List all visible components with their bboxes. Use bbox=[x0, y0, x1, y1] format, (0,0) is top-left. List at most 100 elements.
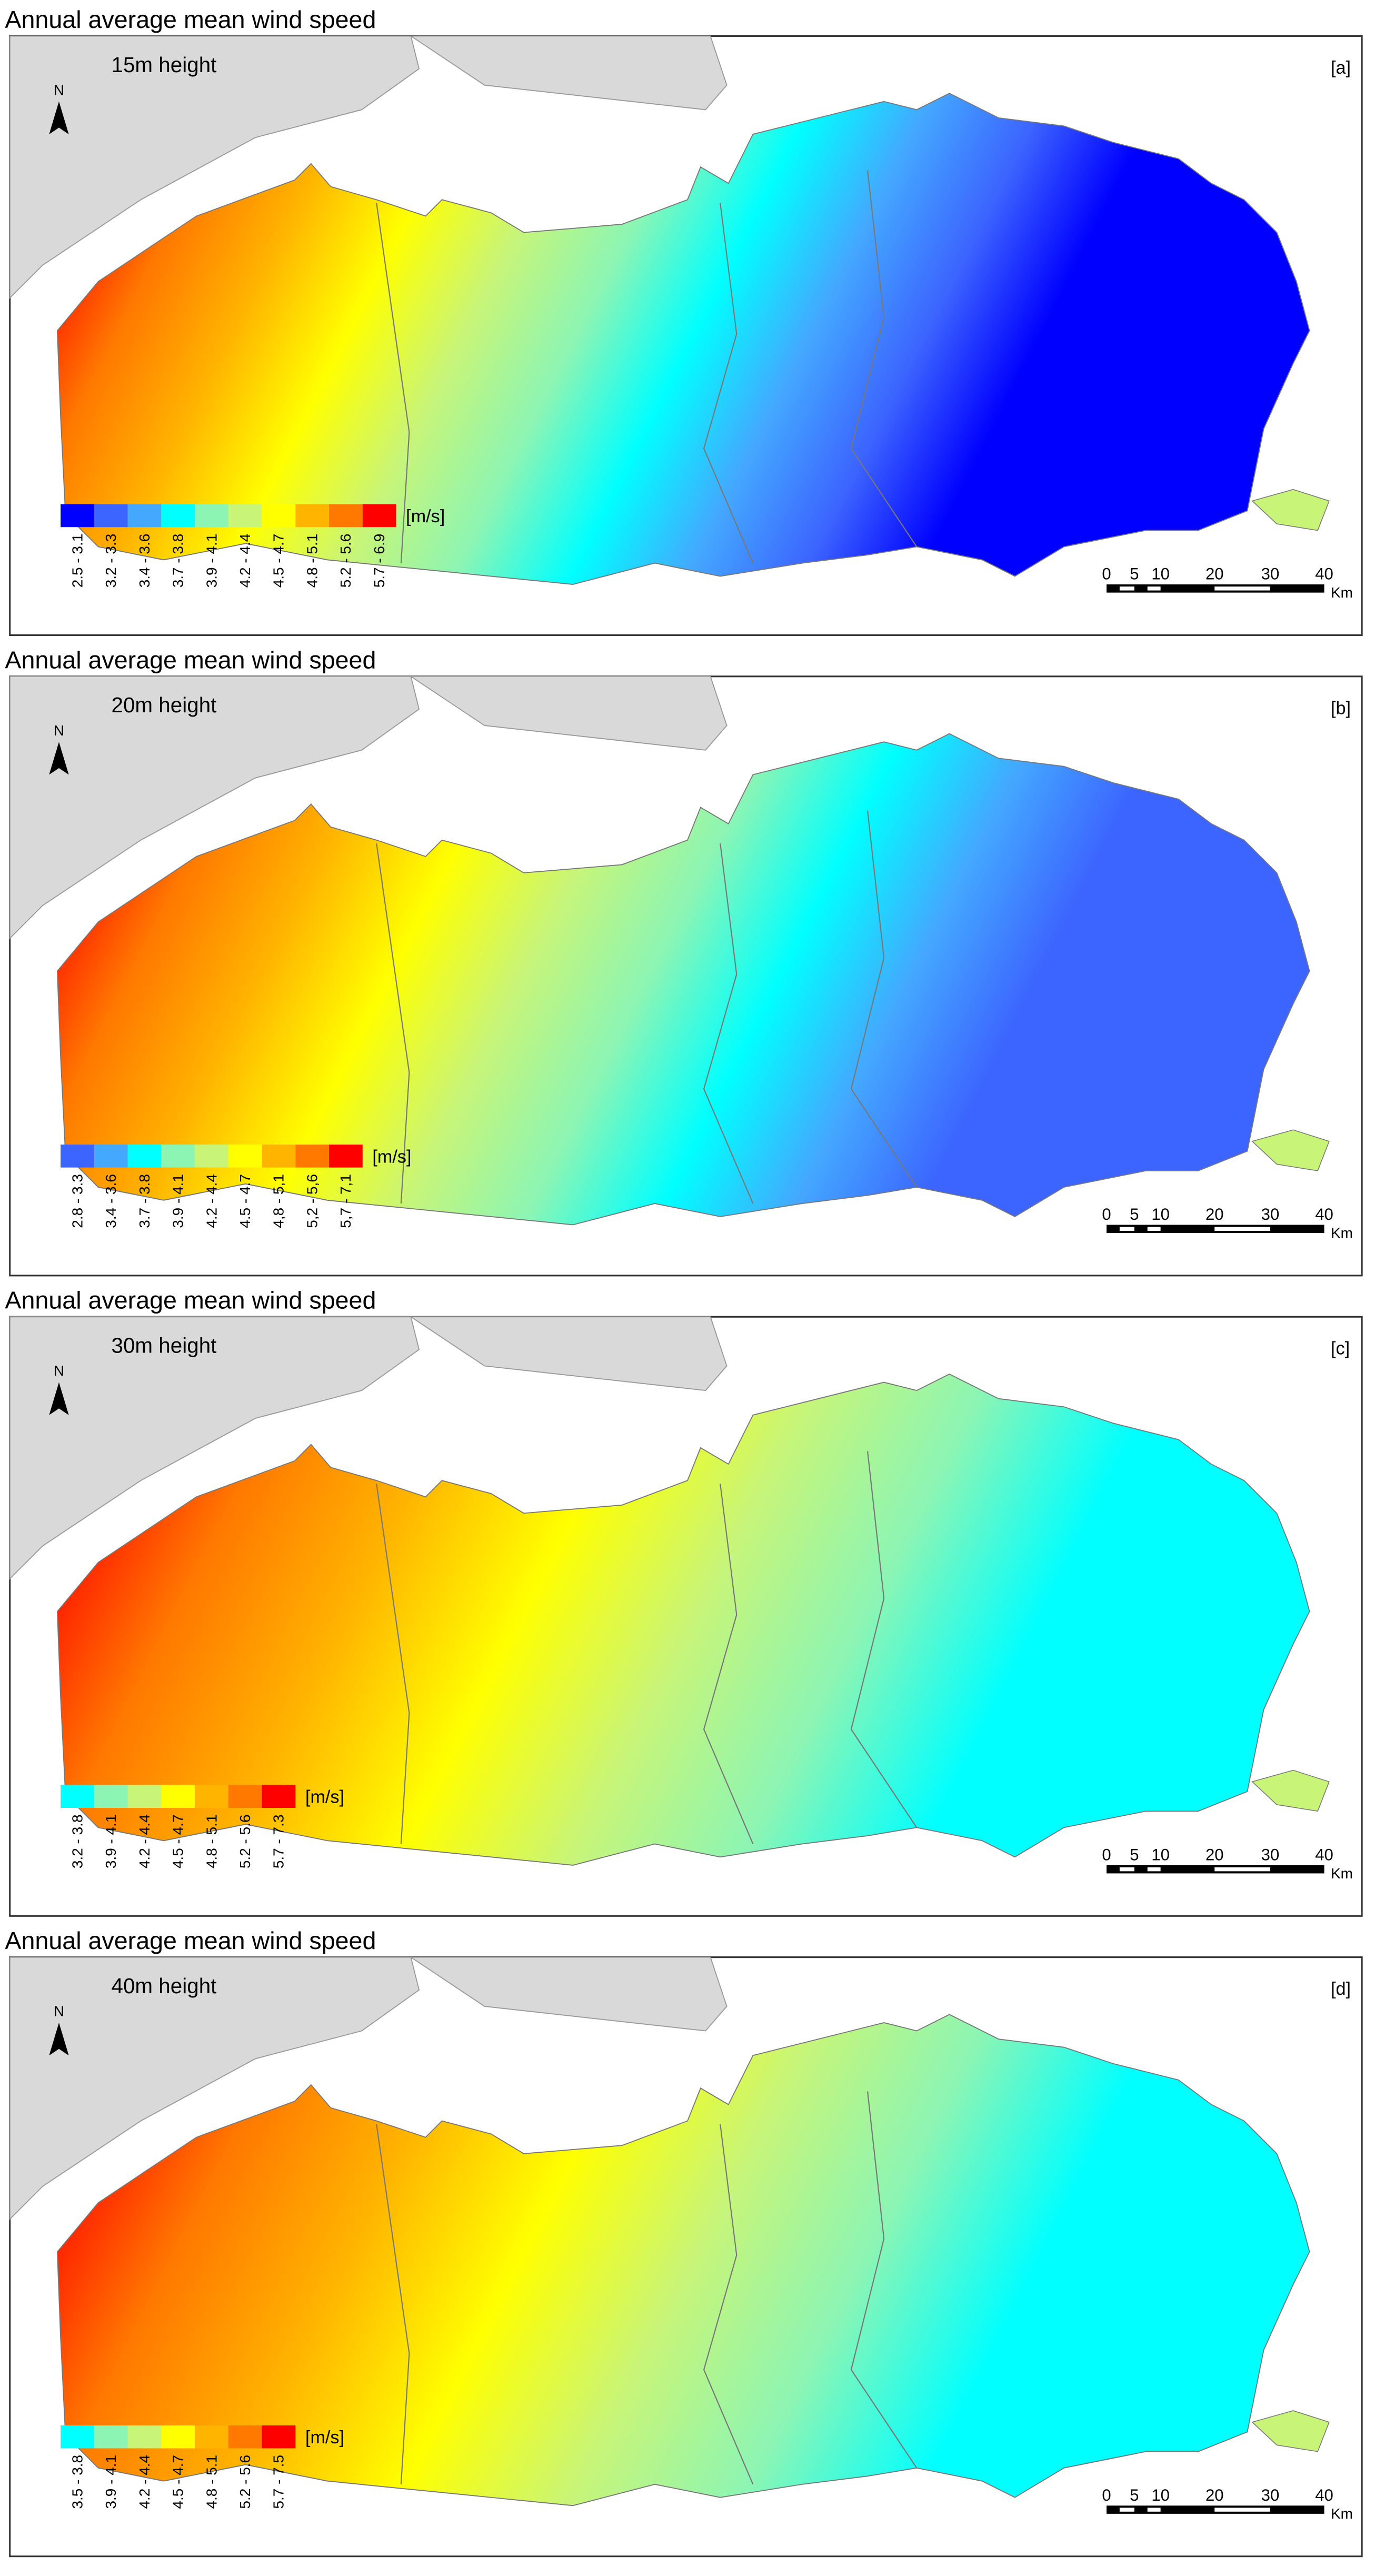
legend-class-label: 4.5 - 4.7 bbox=[237, 1174, 253, 1228]
legend-class-label: 2.5 - 3.1 bbox=[69, 534, 85, 588]
legend-class-label: 5.7 - 7.3 bbox=[271, 1814, 287, 1868]
scale-bar-unit: Km bbox=[1331, 1225, 1353, 1241]
scale-bar-unit: Km bbox=[1331, 1865, 1353, 1882]
flanders-region bbox=[56, 93, 1310, 585]
height-label: 15m height bbox=[111, 53, 216, 77]
panel-title: Annual average mean wind speed bbox=[5, 1287, 376, 1314]
scale-bar-segment bbox=[1119, 586, 1134, 591]
islet bbox=[1251, 1129, 1330, 1171]
panel-tag: [b] bbox=[1331, 698, 1351, 718]
legend-swatch bbox=[195, 1785, 228, 1808]
scale-bar-label: 0 bbox=[1102, 1846, 1111, 1864]
scale-bar-segment bbox=[1147, 2508, 1161, 2512]
scale-bar-unit: Km bbox=[1331, 584, 1353, 601]
scale-bar-label: 0 bbox=[1102, 565, 1111, 583]
legend-class-label: 4.5 - 4.7 bbox=[170, 2455, 186, 2509]
province-border bbox=[850, 1451, 918, 1828]
legend-class-label: 5,2 - 5,6 bbox=[304, 1174, 320, 1228]
province-border bbox=[376, 1484, 410, 1844]
legend-class-label: 5.2 - 5.6 bbox=[237, 1814, 253, 1868]
panel-tag: [a] bbox=[1331, 58, 1351, 78]
scale-bar-segment bbox=[1147, 1867, 1161, 1872]
north-arrow bbox=[49, 1382, 69, 1415]
legend-swatch bbox=[195, 2425, 228, 2449]
province-border bbox=[850, 170, 918, 548]
map-panel: Annual average mean wind speed 30m height… bbox=[5, 1287, 1363, 1917]
scale-bar-segment bbox=[1147, 1227, 1161, 1231]
scale-bar-label: 5 bbox=[1130, 1205, 1139, 1224]
legend-class-label: 5.7 - 7.5 bbox=[271, 2455, 287, 2509]
map-panel: Annual average mean wind speed 15m height… bbox=[5, 6, 1363, 636]
scale-bar-unit: Km bbox=[1331, 2505, 1353, 2522]
scale-bar-label: 40 bbox=[1315, 1205, 1333, 1224]
province-border bbox=[703, 203, 754, 564]
legend-class-label: 4.5 - 4.7 bbox=[170, 1814, 186, 1868]
legend-class-label: 4,8 - 5,1 bbox=[271, 1174, 287, 1228]
province-border bbox=[703, 1484, 754, 1844]
map-panel: Annual average mean wind speed 40m height… bbox=[5, 1927, 1363, 2558]
panel-tag: [c] bbox=[1331, 1339, 1350, 1359]
legend-class-label: 5.7 - 6.9 bbox=[371, 534, 387, 588]
legend-class-label: 3.4 - 3.6 bbox=[136, 534, 153, 588]
neighbour-land bbox=[9, 1956, 728, 2032]
scale-bar-label: 5 bbox=[1130, 2486, 1139, 2504]
legend-class-label: 4.2 - 4.4 bbox=[203, 1174, 220, 1228]
north-label: N bbox=[54, 82, 64, 98]
legend-swatch bbox=[94, 1145, 128, 1168]
legend-unit: [m/s] bbox=[305, 1787, 344, 1807]
legend-class-label: 4.2 - 4.4 bbox=[237, 534, 253, 588]
legend-class-label: 5,7 - 7,1 bbox=[337, 1174, 354, 1228]
scale-bar-label: 40 bbox=[1315, 565, 1333, 583]
neighbour-land bbox=[9, 35, 728, 111]
legend-class-label: 3.7 - 3.8 bbox=[136, 1174, 153, 1228]
legend-swatch bbox=[127, 504, 162, 528]
legend-class-label: 3.2 - 3.3 bbox=[103, 534, 119, 588]
flanders-region bbox=[56, 733, 1310, 1226]
scale-bar-label: 20 bbox=[1205, 565, 1224, 583]
north-arrow bbox=[49, 101, 69, 134]
legend-swatch bbox=[228, 1785, 262, 1808]
scale-bar-segment bbox=[1214, 1227, 1270, 1231]
islet bbox=[1251, 1769, 1330, 1812]
legend-swatch bbox=[161, 1145, 195, 1168]
scale-bar-label: 5 bbox=[1130, 1846, 1139, 1864]
map-area bbox=[9, 675, 1330, 1226]
scale-bar-label: 20 bbox=[1205, 1205, 1224, 1224]
legend-class-label: 2.8 - 3.3 bbox=[69, 1174, 85, 1228]
legend-swatch bbox=[61, 2425, 94, 2449]
sea bbox=[9, 1956, 420, 2221]
height-label: 40m height bbox=[111, 1974, 216, 1998]
scale-bar-label: 40 bbox=[1315, 2486, 1333, 2504]
legend-swatch bbox=[195, 504, 228, 528]
islet bbox=[1251, 489, 1330, 531]
legend-class-label: 5.2 - 5.6 bbox=[337, 534, 354, 588]
legend-swatch bbox=[329, 1145, 363, 1168]
north-label: N bbox=[54, 2003, 64, 2020]
legend-swatch bbox=[262, 504, 296, 528]
province-border bbox=[376, 843, 410, 1204]
flanders-region bbox=[56, 2014, 1310, 2507]
height-label: 20m height bbox=[111, 693, 216, 717]
legend-class-label: 4.8 - 5.1 bbox=[203, 2455, 220, 2509]
province-border bbox=[850, 2091, 918, 2469]
legend-swatch bbox=[61, 1145, 94, 1168]
map-area bbox=[9, 1316, 1330, 1866]
scale-bar-label: 0 bbox=[1102, 2486, 1111, 2504]
height-label: 30m height bbox=[111, 1334, 216, 1358]
scale-bar-label: 30 bbox=[1261, 1846, 1280, 1864]
scale-bar-segment bbox=[1119, 1227, 1134, 1231]
panel-title: Annual average mean wind speed bbox=[5, 646, 376, 673]
islet bbox=[1251, 2410, 1330, 2452]
neighbour-land bbox=[9, 1316, 728, 1391]
scale-bar-segment bbox=[1214, 1867, 1270, 1872]
legend-swatch bbox=[228, 2425, 262, 2449]
legend-swatch bbox=[295, 1145, 330, 1168]
legend-swatch bbox=[228, 504, 262, 528]
scale-bar-segment bbox=[1147, 586, 1161, 591]
legend-unit: [m/s] bbox=[305, 2428, 344, 2448]
legend-class-label: 3.9 - 4.1 bbox=[103, 2455, 119, 2509]
panel-title: Annual average mean wind speed bbox=[5, 1927, 376, 1954]
scale-bar-label: 10 bbox=[1151, 1205, 1170, 1224]
legend-class-label: 3.5 - 3.8 bbox=[69, 2455, 85, 2509]
